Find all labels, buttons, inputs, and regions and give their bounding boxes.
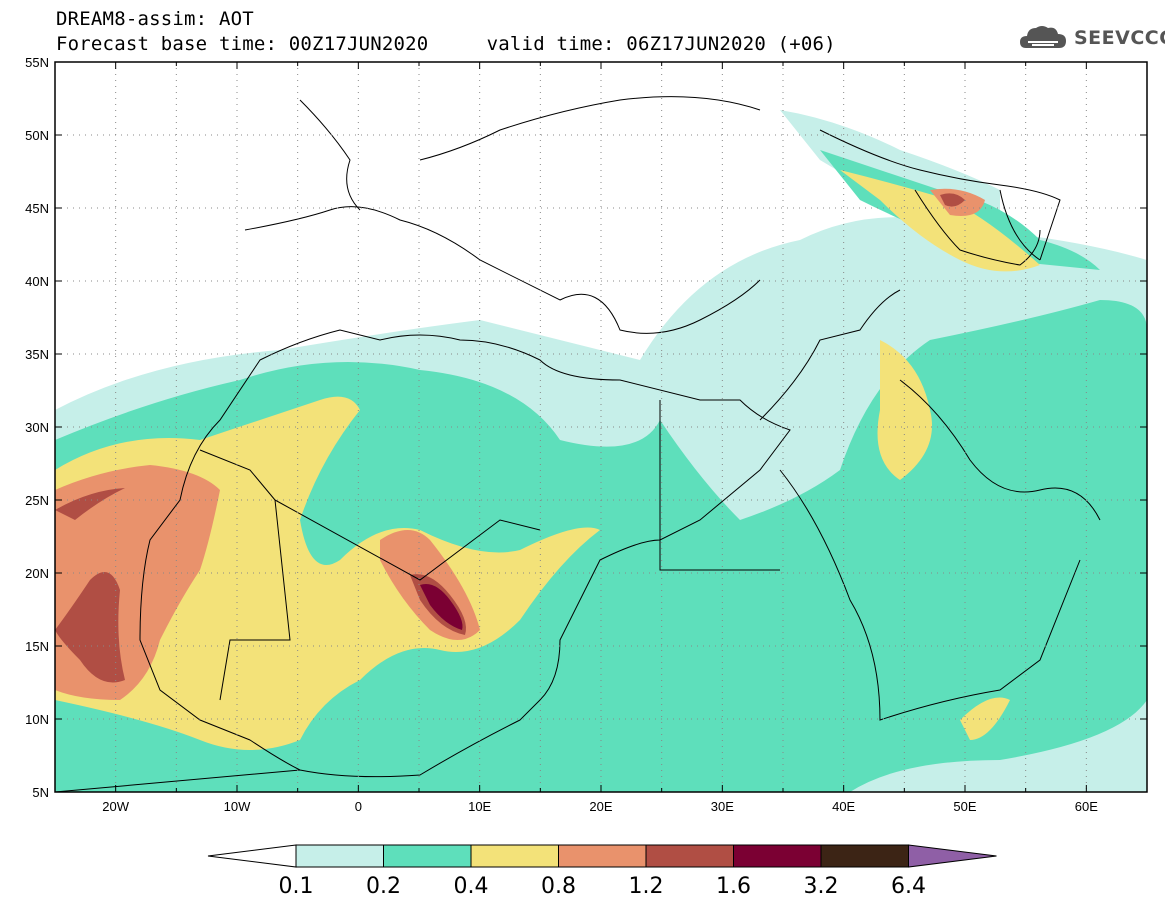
latitude-label: 15N bbox=[25, 639, 49, 654]
grid-lines bbox=[55, 62, 1147, 792]
longitude-label: 60E bbox=[1075, 799, 1098, 814]
colorbar-cell bbox=[820, 844, 909, 868]
cloud-icon bbox=[1020, 26, 1066, 48]
colorbar-label: 3.2 bbox=[804, 874, 839, 899]
colorbar-cell bbox=[733, 844, 822, 868]
longitude-labels: 20W 10W 0 10E 20E 30E 40E 50E 60E bbox=[102, 799, 1098, 814]
colorbar-label: 0.4 bbox=[454, 874, 489, 899]
coastlines bbox=[55, 96, 1101, 792]
latitude-label: 40N bbox=[25, 274, 49, 289]
latitude-labels: 55N 50N 45N 40N 35N 30N 25N 20N 15N 10N 5N bbox=[25, 55, 49, 800]
aot-field bbox=[55, 110, 1147, 792]
longitude-label: 10W bbox=[224, 799, 251, 814]
colorbar-label: 1.6 bbox=[716, 874, 751, 899]
latitude-label: 10N bbox=[25, 712, 49, 727]
latitude-label: 50N bbox=[25, 128, 49, 143]
colorbar-cell bbox=[558, 844, 647, 868]
logo-text: SEEVCCC bbox=[1074, 27, 1165, 49]
longitude-label: 50E bbox=[953, 799, 976, 814]
longitude-label: 0 bbox=[355, 799, 362, 814]
colorbar-label: 6.4 bbox=[891, 874, 926, 899]
colorbar-high-arrow bbox=[908, 844, 997, 868]
latitude-label: 55N bbox=[25, 55, 49, 70]
colorbar-cell bbox=[470, 844, 559, 868]
colorbar-cell bbox=[295, 844, 384, 868]
logo: SEEVCCC bbox=[1018, 22, 1165, 54]
longitude-label: 20E bbox=[589, 799, 612, 814]
longitude-label: 40E bbox=[832, 799, 855, 814]
longitude-label: 30E bbox=[711, 799, 734, 814]
latitude-label: 20N bbox=[25, 566, 49, 581]
colorbar-label: 0.1 bbox=[279, 874, 314, 899]
forecast-time-line: Forecast base time: 00Z17JUN2020 valid t… bbox=[56, 33, 836, 55]
colorbar-label: 1.2 bbox=[629, 874, 664, 899]
colorbar-label: 0.8 bbox=[541, 874, 576, 899]
colorbar-cell bbox=[645, 844, 734, 868]
latitude-label: 25N bbox=[25, 493, 49, 508]
colorbar-low-arrow bbox=[207, 844, 297, 868]
latitude-label: 30N bbox=[25, 420, 49, 435]
aot-level-1-6 bbox=[420, 584, 463, 630]
latitude-label: 5N bbox=[32, 785, 49, 800]
longitude-label: 20W bbox=[102, 799, 129, 814]
colorbar: 0.1 0.2 0.4 0.8 1.2 1.6 3.2 6.4 bbox=[207, 844, 997, 899]
latitude-label: 35N bbox=[25, 347, 49, 362]
longitude-label: 10E bbox=[468, 799, 491, 814]
colorbar-label: 0.2 bbox=[366, 874, 401, 899]
map-title: DREAM8-assim: AOT bbox=[56, 8, 254, 30]
axis-ticks bbox=[54, 61, 1148, 793]
colorbar-cell bbox=[383, 844, 472, 868]
latitude-label: 45N bbox=[25, 201, 49, 216]
